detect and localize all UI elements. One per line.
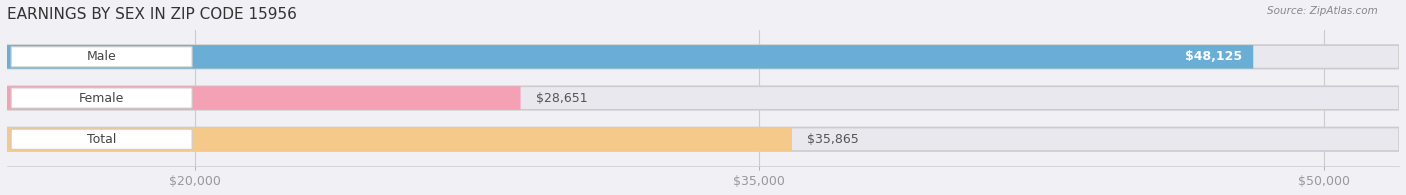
FancyBboxPatch shape xyxy=(7,45,1253,69)
FancyBboxPatch shape xyxy=(7,45,1399,69)
FancyBboxPatch shape xyxy=(7,86,520,110)
FancyBboxPatch shape xyxy=(11,129,193,149)
FancyBboxPatch shape xyxy=(11,47,193,67)
Text: EARNINGS BY SEX IN ZIP CODE 15956: EARNINGS BY SEX IN ZIP CODE 15956 xyxy=(7,7,297,22)
FancyBboxPatch shape xyxy=(7,128,792,151)
FancyBboxPatch shape xyxy=(7,86,1399,110)
FancyBboxPatch shape xyxy=(7,128,1399,151)
Text: Female: Female xyxy=(79,91,124,105)
FancyBboxPatch shape xyxy=(11,88,193,108)
Text: $28,651: $28,651 xyxy=(536,91,588,105)
Text: $48,125: $48,125 xyxy=(1185,50,1241,63)
Text: $35,865: $35,865 xyxy=(807,133,859,146)
Text: Source: ZipAtlas.com: Source: ZipAtlas.com xyxy=(1267,6,1378,16)
Text: Total: Total xyxy=(87,133,117,146)
Text: Male: Male xyxy=(87,50,117,63)
